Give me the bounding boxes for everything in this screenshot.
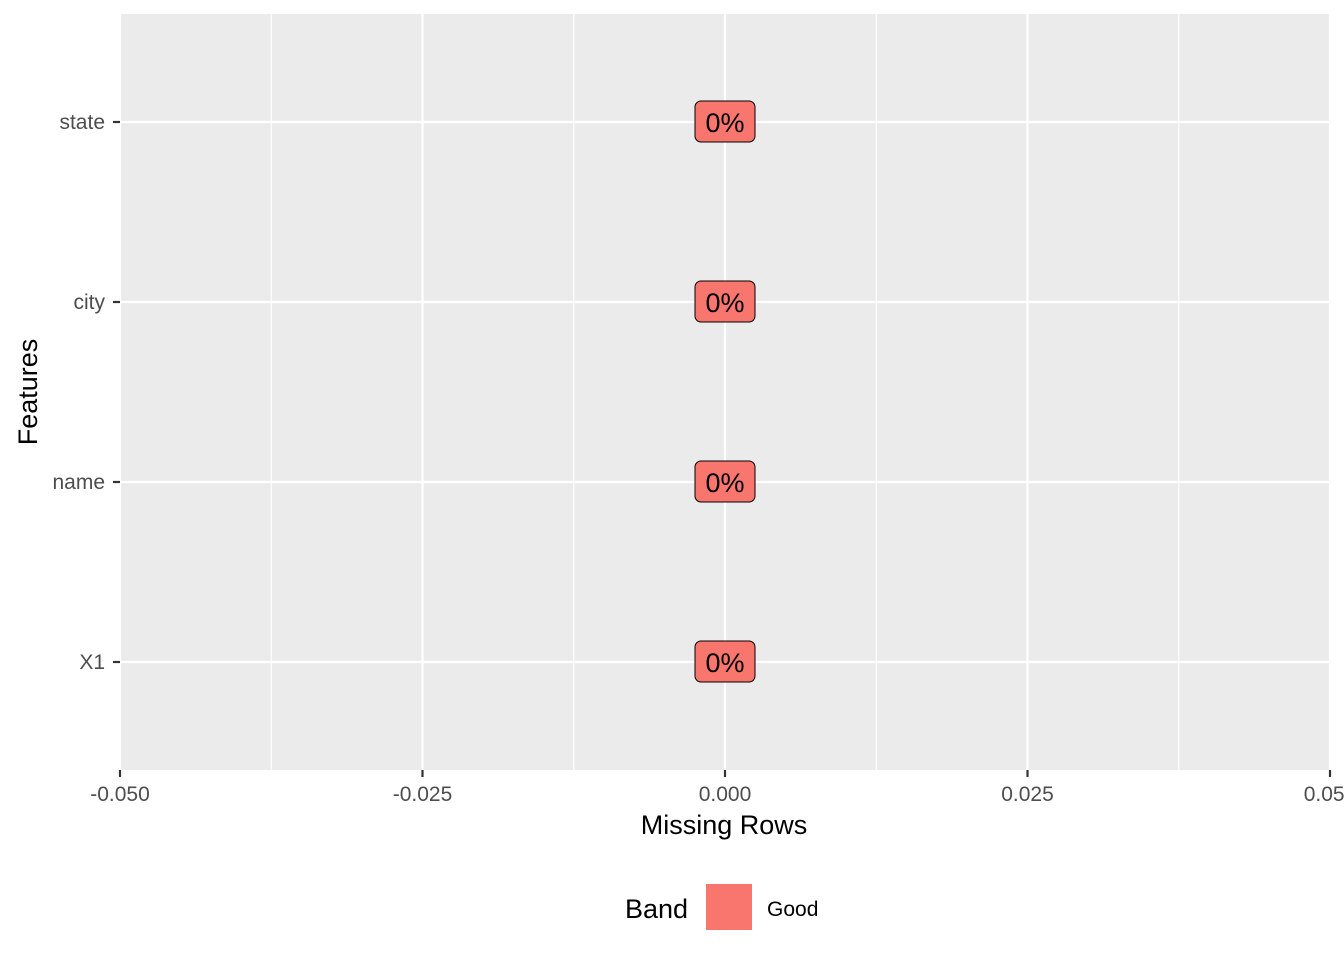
legend: Band Good: [625, 884, 818, 930]
x-tick-label-1: -0.025: [393, 783, 453, 806]
data-label-text-name: 0%: [705, 468, 744, 498]
x-tick-label-2: 0.000: [699, 783, 752, 806]
x-tick-label-0: -0.050: [90, 783, 150, 806]
y-axis-title: Features: [13, 339, 43, 446]
legend-key-good: [706, 884, 752, 930]
data-label-text-state: 0%: [705, 108, 744, 138]
x-tick-label-3: 0.025: [1001, 783, 1054, 806]
grid-minor-lines: [270, 14, 1180, 770]
data-label-city: 0%: [694, 280, 756, 323]
data-label-box-city: [694, 280, 756, 323]
legend-label-good: Good: [767, 898, 818, 921]
data-label-X1: 0%: [694, 640, 756, 683]
y-tick-label-X1: X1: [79, 651, 105, 674]
x-axis: -0.050 -0.025 0.000 0.025 0.050: [90, 770, 1344, 806]
y-tick-label-city: city: [74, 291, 106, 314]
data-label-box-X1: [694, 640, 756, 683]
data-label-text-X1: 0%: [705, 648, 744, 678]
y-axis: X1 name city state: [52, 111, 120, 674]
legend-title: Band: [625, 894, 688, 924]
y-tick-label-state: state: [59, 111, 105, 134]
data-label-name: 0%: [694, 460, 756, 503]
data-label-text-city: 0%: [705, 288, 744, 318]
data-labels-layer: 0% 0% 0% 0%: [694, 100, 756, 683]
y-tick-label-name: name: [52, 471, 105, 494]
data-label-state: 0%: [694, 100, 756, 143]
data-label-box-state: [694, 100, 756, 143]
x-axis-title: Missing Rows: [641, 810, 808, 840]
x-tick-label-4: 0.050: [1304, 783, 1344, 806]
data-label-box-name: [694, 460, 756, 503]
